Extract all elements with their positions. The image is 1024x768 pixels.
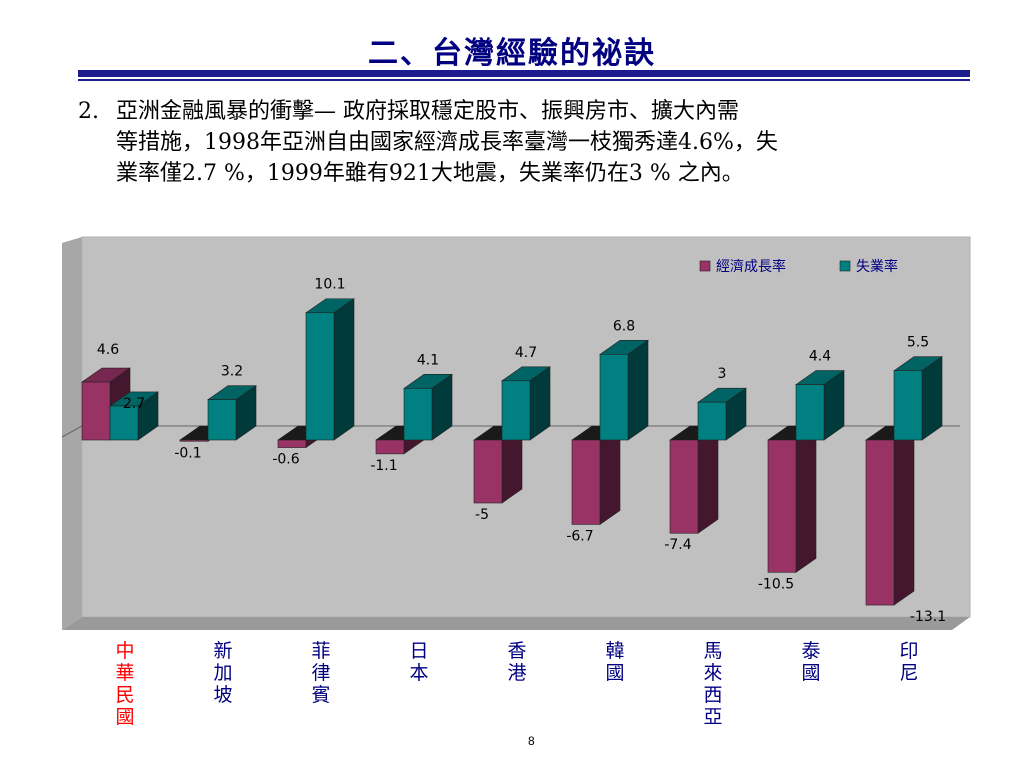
unemployment-bar-6 [697,401,727,441]
growth-value-label-8: -13.1 [910,609,946,625]
growth-bar-6 [669,439,699,534]
growth-value-label-4: -5 [475,507,489,523]
growth-bar-4 [473,439,503,504]
growth-value-label-5: -6.7 [566,528,593,544]
growth-bar-side-5 [599,425,621,525]
bullet-text-2: 等措施，1998年亞洲自由國家經濟成長率臺灣一枝獨秀達4.6%，失 [116,130,778,155]
category-label-2: 菲律賓 [311,640,331,706]
bullet-line-1: 2. 亞洲金融風暴的衝擊— 政府採取穩定股市、振興房市、擴大內需 [78,96,958,127]
legend-label-unemployment: 失業率 [856,258,898,275]
title-rule-thin [78,79,970,81]
category-label-8: 印尼 [899,640,919,684]
growth-bar-side-6 [697,425,719,534]
category-label-3: 日本 [409,640,429,684]
legend-label-growth: 經濟成長率 [716,258,786,275]
unemployment-bar-5 [599,354,629,441]
page-number: 8 [528,734,535,748]
bullet-paragraph: 2. 亞洲金融風暴的衝擊— 政府採取穩定股市、振興房市、擴大內需 等措施，1998… [78,96,958,189]
growth-bar-3 [375,439,405,455]
growth-bar-side-7 [795,425,817,573]
unemployment-value-label-5: 6.8 [613,318,635,334]
unemployment-bar-side-5 [627,339,649,441]
growth-value-label-7: -10.5 [758,576,794,592]
category-label-4: 香港 [507,640,527,684]
growth-bar-side-8 [893,425,915,606]
chart-side-wall [62,237,82,630]
unemployment-bar-3 [403,388,433,441]
growth-bar-1 [179,439,209,442]
growth-value-label-0: 4.6 [97,342,119,358]
unemployment-bar-2 [305,312,335,441]
slide-title: 二、台灣經驗的祕訣 [368,36,656,71]
growth-bar-2 [277,439,307,448]
unemployment-bar-8 [893,370,923,441]
category-label-6: 馬來西亞 [703,640,723,728]
unemployment-value-label-7: 4.4 [809,349,831,365]
growth-value-label-3: -1.1 [370,458,397,474]
category-label-5: 韓國 [605,640,625,684]
unemployment-bar-0 [109,405,139,441]
growth-bar-0 [81,381,111,441]
unemployment-bar-4 [501,380,531,441]
unemployment-value-label-0: 2.7 [123,396,145,412]
bullet-text-1: 亞洲金融風暴的衝擊— 政府採取穩定股市、振興房市、擴大內需 [116,99,739,124]
growth-bar-5 [571,439,601,525]
category-label-0: 中華民國 [115,640,135,728]
unemployment-bar-side-2 [333,298,355,441]
category-label-7: 泰國 [801,640,821,684]
bullet-number: 2. [78,99,99,124]
growth-value-label-1: -0.1 [174,445,201,461]
unemployment-bar-side-8 [921,356,943,441]
growth-value-label-2: -0.6 [272,452,299,468]
unemployment-value-label-1: 3.2 [221,364,243,380]
axis-depth-line [61,425,83,438]
legend-swatch-unemployment [839,260,851,272]
unemployment-value-label-3: 4.1 [417,352,439,368]
unemployment-bar-1 [207,399,237,441]
legend-swatch-growth [699,260,711,272]
title-rule-thick [78,70,970,77]
growth-bar-7 [767,439,797,573]
growth-value-label-6: -7.4 [664,537,691,553]
unemployment-value-label-4: 4.7 [515,345,537,361]
unemployment-value-label-6: 3 [718,366,727,382]
growth-bar-8 [865,439,895,606]
category-label-1: 新加坡 [213,640,233,706]
unemployment-bar-7 [795,384,825,441]
bullet-text-3: 業率僅2.7 %，1999年雖有921大地震，失業率仍在3 % 之內。 [116,161,744,186]
chart-floor-edge [62,617,970,630]
unemployment-value-label-8: 5.5 [907,335,929,351]
unemployment-value-label-2: 10.1 [314,277,345,293]
